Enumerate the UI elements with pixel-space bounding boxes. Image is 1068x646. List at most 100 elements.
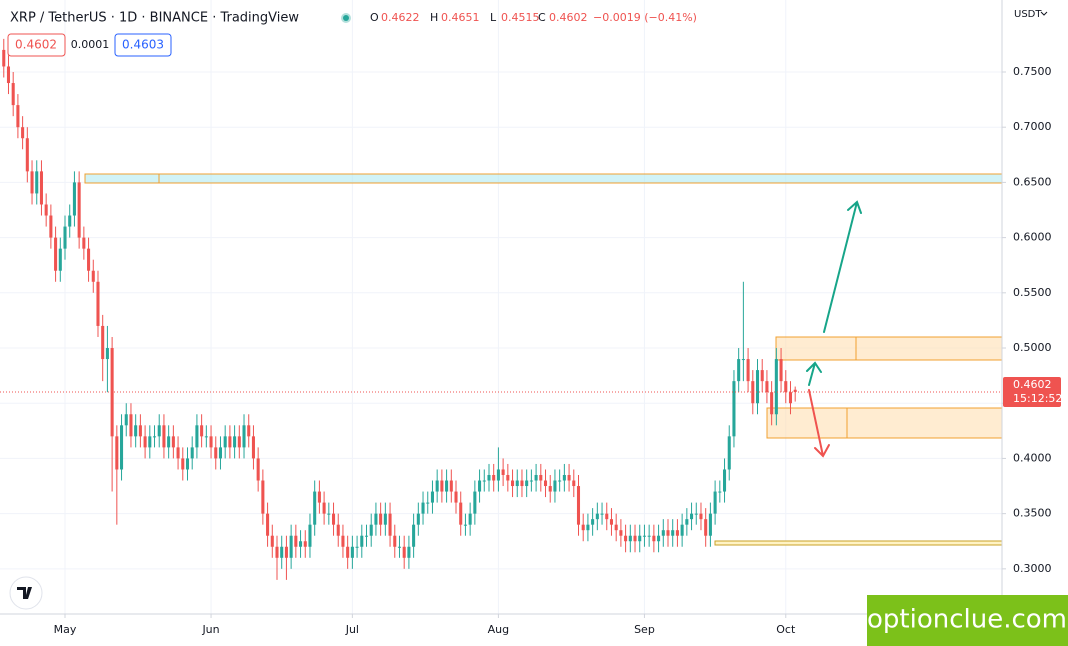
watermark-box xyxy=(867,595,1068,646)
candle-body xyxy=(185,458,190,470)
candle-body xyxy=(440,480,444,492)
x-tick-label: Jul xyxy=(345,623,359,636)
resistance-zone xyxy=(84,173,1003,184)
y-tick-label: 0.6500 xyxy=(1013,175,1052,188)
candle-body xyxy=(572,480,576,487)
candle-body xyxy=(124,414,128,426)
candle-body xyxy=(209,436,213,448)
candle-body xyxy=(755,370,760,404)
candle-body xyxy=(416,513,420,525)
candle-body xyxy=(200,425,204,437)
candle-body xyxy=(327,513,331,515)
candle-body xyxy=(176,447,180,459)
candle-body xyxy=(303,541,307,547)
candle-body xyxy=(614,524,618,531)
y-tick-label: 0.6000 xyxy=(1013,231,1052,244)
candle-body xyxy=(657,535,661,542)
candle-body xyxy=(374,513,378,525)
candle-body xyxy=(708,513,712,536)
y-tick-label: 0.3000 xyxy=(1013,562,1052,575)
sell-button[interactable] xyxy=(7,33,66,57)
candle-body xyxy=(364,535,369,537)
candle-body xyxy=(87,248,91,271)
candle-body xyxy=(722,469,727,492)
y-tick-label: 0.3500 xyxy=(1013,507,1052,520)
candle-body xyxy=(299,541,303,547)
candle-body xyxy=(16,105,20,128)
candle-body xyxy=(576,486,581,525)
candle-body xyxy=(638,535,642,542)
y-tick-label: 0.7000 xyxy=(1013,120,1052,133)
candle-body xyxy=(685,519,689,525)
candle-body xyxy=(11,83,15,106)
y-tick-label: 0.5500 xyxy=(1013,286,1052,299)
candle-body xyxy=(105,348,109,360)
candle-body xyxy=(54,237,58,271)
candle-body xyxy=(647,535,651,537)
candle-body xyxy=(393,535,397,547)
candle-body xyxy=(346,546,350,558)
price-tag-value: 0.4602 xyxy=(1013,378,1052,391)
candle-body xyxy=(562,474,566,481)
candle-body xyxy=(421,502,425,514)
buy-price[interactable]: 0.4603 xyxy=(122,38,164,52)
candle-body xyxy=(727,436,731,470)
candle-body xyxy=(407,546,411,558)
candle-body xyxy=(294,535,298,547)
y-tick-label: 0.5000 xyxy=(1013,341,1052,354)
candle-body xyxy=(511,480,515,487)
candle-body xyxy=(63,226,67,249)
legend-key: C xyxy=(538,11,546,24)
candle-body xyxy=(181,458,185,470)
candle-body xyxy=(595,513,599,520)
legend-value: 0.4622 xyxy=(381,11,420,24)
currency-label[interactable]: USDT xyxy=(1014,9,1042,20)
candle-body xyxy=(543,480,548,487)
candle-body xyxy=(275,546,279,558)
currency-caret[interactable] xyxy=(1040,11,1048,16)
candle-body xyxy=(214,447,218,459)
candle-body xyxy=(223,436,227,448)
candle-body xyxy=(482,480,486,482)
candle-body xyxy=(251,436,255,459)
candle-body xyxy=(586,524,590,531)
candle-body xyxy=(157,425,161,437)
candle-body xyxy=(308,524,312,547)
candle-body xyxy=(529,480,533,482)
candle-body xyxy=(492,474,496,481)
candle-body xyxy=(605,513,609,520)
chart-title: XRP / TetherUS · 1D · BINANCE · TradingV… xyxy=(10,11,299,26)
candle-body xyxy=(788,392,793,404)
candle-body xyxy=(473,491,477,514)
candle-body xyxy=(25,138,29,172)
countdown: 15:12:52 xyxy=(1013,392,1062,405)
candle-body xyxy=(671,530,675,536)
candle-body xyxy=(628,535,632,542)
sell-price[interactable]: 0.4602 xyxy=(15,38,57,52)
candle-body xyxy=(581,524,585,531)
up-arrow-small xyxy=(806,361,822,386)
candle-body xyxy=(449,480,453,492)
candle-body xyxy=(741,359,745,361)
candle-body xyxy=(21,127,25,139)
legend-value: 0.4651 xyxy=(441,11,480,24)
candle-body xyxy=(152,436,157,438)
candle-body xyxy=(567,474,571,481)
x-tick-label: Aug xyxy=(488,623,509,636)
candle-body xyxy=(539,474,543,481)
candle-body xyxy=(704,519,708,536)
legend-value: 0.4602 xyxy=(549,11,588,24)
logo-mark[interactable] xyxy=(17,587,32,599)
support-zone xyxy=(714,540,1003,546)
buy-button[interactable] xyxy=(114,33,172,57)
candle-body xyxy=(506,474,510,481)
candle-body xyxy=(652,535,656,542)
candle-body xyxy=(360,535,364,547)
candle-body xyxy=(751,381,755,404)
candle-body xyxy=(468,513,472,525)
candle-body xyxy=(341,535,345,547)
candle-body xyxy=(261,480,265,514)
candle-body xyxy=(501,469,505,475)
candle-body xyxy=(317,491,321,503)
